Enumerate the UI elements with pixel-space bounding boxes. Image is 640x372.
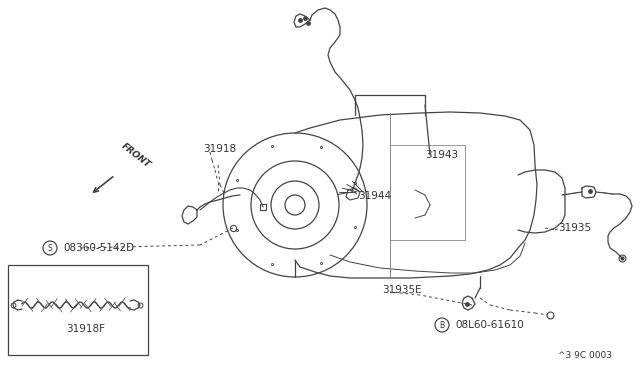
Text: 08360-5142D: 08360-5142D xyxy=(63,243,134,253)
Text: 31918: 31918 xyxy=(203,144,236,154)
Text: 31935E: 31935E xyxy=(382,285,422,295)
Text: ^3 9C 0003: ^3 9C 0003 xyxy=(558,350,612,359)
Text: 31943: 31943 xyxy=(425,150,458,160)
Text: 08L60-61610: 08L60-61610 xyxy=(455,320,524,330)
Text: FRONT: FRONT xyxy=(120,142,152,170)
Text: 31918F: 31918F xyxy=(66,324,105,334)
Text: S: S xyxy=(47,244,52,253)
Text: B: B xyxy=(440,321,445,330)
Bar xyxy=(8,265,148,355)
Text: 31944: 31944 xyxy=(358,191,391,201)
Text: 31935: 31935 xyxy=(558,223,591,233)
